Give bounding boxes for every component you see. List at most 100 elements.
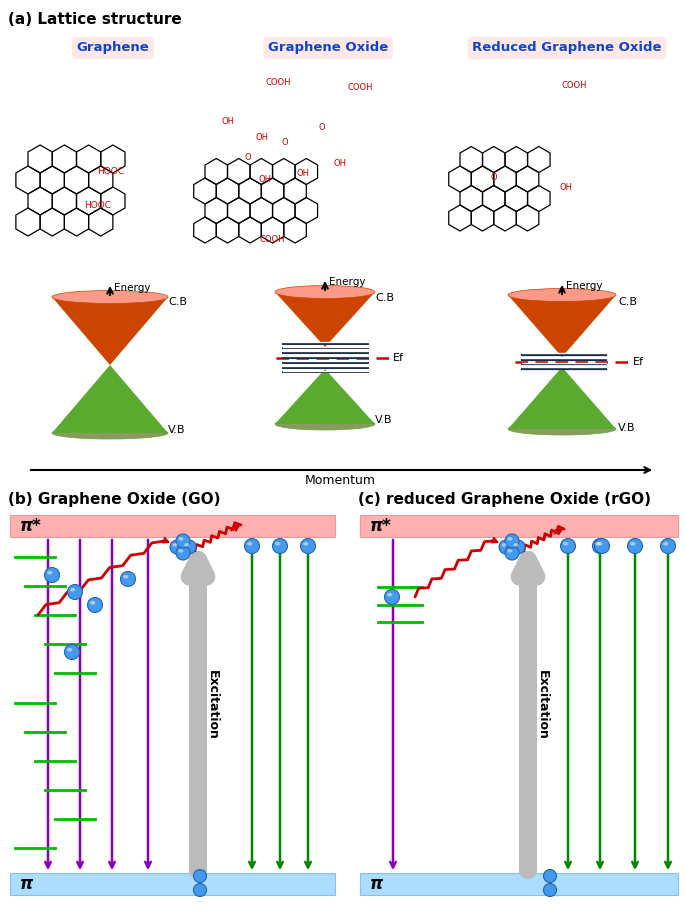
Text: O: O — [282, 138, 288, 148]
Bar — [10, 873, 335, 895]
Text: Graphene: Graphene — [77, 41, 149, 54]
Text: C.B: C.B — [375, 293, 394, 303]
Ellipse shape — [627, 538, 643, 553]
Text: O: O — [490, 173, 497, 183]
Ellipse shape — [543, 869, 556, 882]
Text: Momentum: Momentum — [305, 474, 375, 487]
Text: Ef: Ef — [633, 357, 644, 367]
Text: OH: OH — [258, 175, 271, 184]
Text: V.B: V.B — [375, 415, 393, 425]
Ellipse shape — [47, 571, 52, 574]
Text: Energy: Energy — [329, 277, 366, 287]
Ellipse shape — [193, 883, 206, 896]
Text: O: O — [319, 124, 325, 133]
Ellipse shape — [499, 540, 513, 554]
Ellipse shape — [90, 601, 95, 605]
Ellipse shape — [593, 538, 608, 553]
Ellipse shape — [173, 543, 177, 547]
Ellipse shape — [45, 568, 60, 583]
Text: π: π — [20, 875, 33, 893]
Text: OH: OH — [256, 134, 269, 143]
Polygon shape — [52, 297, 168, 365]
Ellipse shape — [88, 597, 103, 612]
Ellipse shape — [247, 542, 252, 546]
Text: Excitation: Excitation — [536, 670, 549, 740]
Ellipse shape — [508, 289, 616, 301]
Ellipse shape — [508, 423, 616, 435]
Bar — [360, 873, 678, 895]
Text: OH: OH — [560, 183, 573, 193]
Ellipse shape — [176, 546, 190, 560]
Text: (c) reduced Graphene Oxide (rGO): (c) reduced Graphene Oxide (rGO) — [358, 492, 651, 507]
Text: Excitation: Excitation — [206, 670, 219, 740]
Text: Reduced Graphene Oxide: Reduced Graphene Oxide — [472, 41, 662, 54]
Ellipse shape — [245, 538, 260, 553]
Text: OH: OH — [334, 159, 347, 168]
Polygon shape — [508, 295, 616, 357]
Text: Ef: Ef — [393, 353, 404, 363]
Polygon shape — [275, 369, 375, 424]
Text: (a) Lattice structure: (a) Lattice structure — [8, 12, 182, 27]
Ellipse shape — [543, 883, 556, 896]
Ellipse shape — [514, 543, 519, 547]
Ellipse shape — [68, 585, 82, 599]
Bar — [10, 515, 335, 537]
Ellipse shape — [630, 542, 636, 546]
Text: C.B: C.B — [168, 297, 187, 307]
Ellipse shape — [170, 540, 184, 554]
Ellipse shape — [52, 290, 168, 303]
Ellipse shape — [275, 418, 375, 430]
Ellipse shape — [303, 542, 308, 546]
Ellipse shape — [179, 538, 184, 540]
Ellipse shape — [67, 648, 73, 652]
Ellipse shape — [560, 538, 575, 553]
Ellipse shape — [501, 543, 506, 547]
Ellipse shape — [508, 550, 512, 552]
Ellipse shape — [52, 427, 168, 439]
Text: C.B: C.B — [618, 297, 637, 307]
Ellipse shape — [384, 589, 399, 605]
Text: Graphene Oxide: Graphene Oxide — [268, 41, 388, 54]
Text: π: π — [370, 875, 383, 893]
Ellipse shape — [70, 588, 75, 592]
Ellipse shape — [301, 538, 316, 553]
Ellipse shape — [275, 286, 375, 299]
Ellipse shape — [64, 644, 79, 659]
Ellipse shape — [563, 542, 569, 546]
Ellipse shape — [176, 534, 190, 548]
Text: Energy: Energy — [114, 283, 151, 293]
Text: (b) Graphene Oxide (GO): (b) Graphene Oxide (GO) — [8, 492, 221, 507]
Ellipse shape — [179, 550, 184, 552]
Ellipse shape — [663, 542, 669, 546]
Ellipse shape — [193, 869, 206, 882]
Ellipse shape — [275, 542, 280, 546]
Text: COOH: COOH — [561, 81, 587, 90]
Ellipse shape — [597, 542, 602, 546]
Text: π*: π* — [370, 517, 392, 535]
Text: Energy: Energy — [566, 281, 603, 291]
Ellipse shape — [182, 540, 196, 554]
Ellipse shape — [121, 572, 136, 586]
Text: COOH: COOH — [347, 84, 373, 92]
Ellipse shape — [505, 534, 519, 548]
Text: OH: OH — [221, 117, 234, 126]
Ellipse shape — [273, 538, 288, 553]
Text: HOOC: HOOC — [97, 168, 124, 176]
Ellipse shape — [123, 575, 128, 579]
Text: COOH: COOH — [265, 78, 290, 88]
Text: π*: π* — [20, 517, 42, 535]
Text: V.B: V.B — [618, 423, 636, 433]
Text: O: O — [245, 153, 251, 162]
Ellipse shape — [511, 540, 525, 554]
Ellipse shape — [595, 538, 610, 553]
Polygon shape — [52, 365, 168, 433]
Ellipse shape — [595, 542, 600, 546]
Polygon shape — [508, 367, 616, 429]
Bar — [360, 515, 678, 537]
Text: HOOC: HOOC — [84, 200, 111, 209]
Text: OH: OH — [297, 169, 310, 178]
Ellipse shape — [660, 538, 675, 553]
Ellipse shape — [508, 538, 512, 540]
Ellipse shape — [387, 593, 393, 597]
Text: COOH: COOH — [259, 235, 285, 244]
